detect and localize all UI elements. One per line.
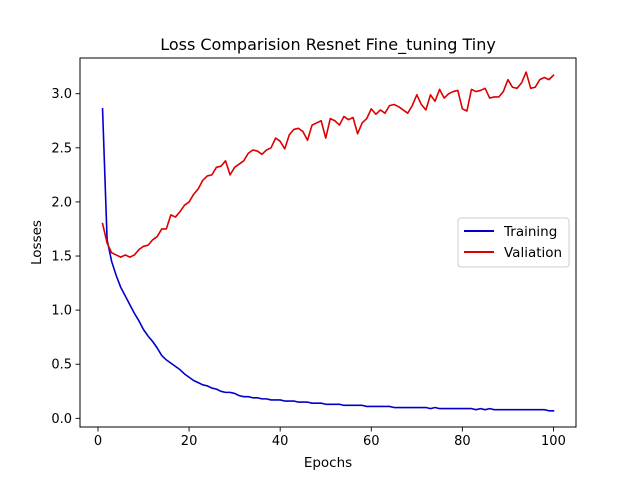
axes-frame — [79, 57, 577, 428]
x-tick-label: 80 — [454, 434, 471, 449]
x-tick-label: 100 — [541, 434, 566, 449]
y-tick-label: 0.5 — [51, 358, 72, 373]
series-line-training — [101, 108, 555, 412]
legend: Training Valiation — [457, 217, 570, 268]
y-tick-label: 1.5 — [51, 250, 72, 265]
x-tick-label: 0 — [94, 434, 102, 449]
series-line-valiation — [101, 71, 555, 258]
axis-ticks: 0 20 40 60 80 100 0.0 0.5 1.0 1.5 2.0 2.5 3.0 — [51, 87, 566, 449]
y-tick-label: 2.5 — [51, 141, 72, 156]
y-tick-label: 2.0 — [51, 195, 72, 210]
x-tick-label: 60 — [363, 434, 380, 449]
x-axis-label: Epochs — [304, 455, 352, 471]
legend-label-validation: Valiation — [504, 245, 562, 261]
chart-title: Loss Comparision Resnet Fine_tuning Tiny — [160, 35, 496, 55]
y-axis-label: Losses — [29, 220, 45, 265]
y-tick-label: 0.0 — [51, 412, 72, 427]
plot-area — [101, 71, 555, 412]
y-tick-label: 1.0 — [51, 304, 72, 319]
y-tick-label: 3.0 — [51, 87, 72, 102]
legend-label-training: Training — [503, 224, 557, 240]
x-tick-label: 40 — [272, 434, 289, 449]
x-tick-label: 20 — [181, 434, 198, 449]
